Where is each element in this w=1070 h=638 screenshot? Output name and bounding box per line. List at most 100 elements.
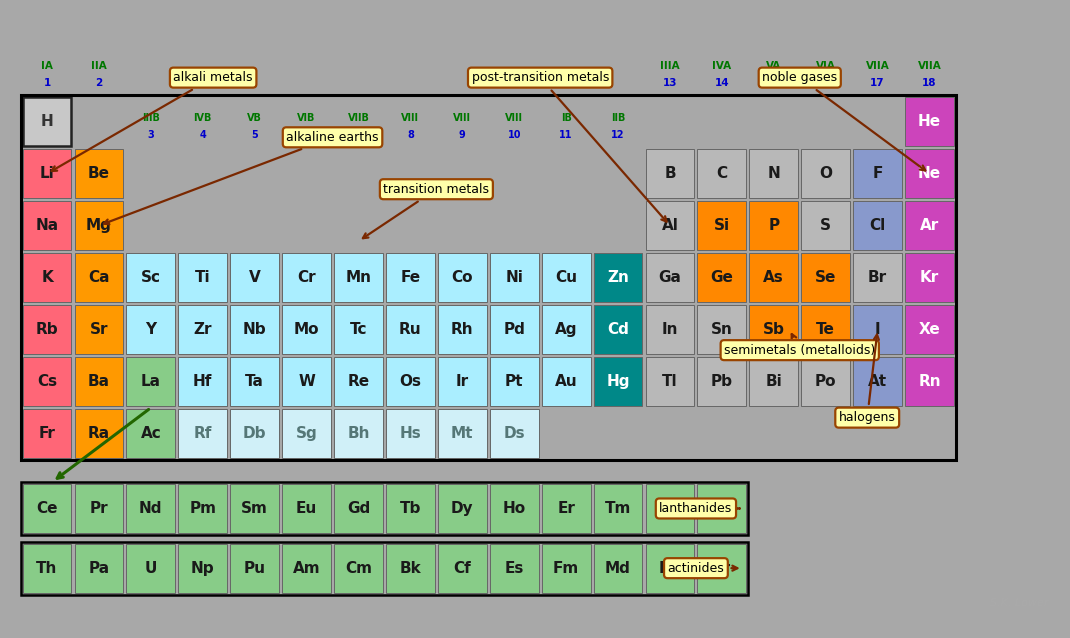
Text: Pa: Pa bbox=[89, 561, 109, 575]
FancyBboxPatch shape bbox=[179, 484, 227, 533]
FancyBboxPatch shape bbox=[698, 149, 746, 198]
FancyBboxPatch shape bbox=[334, 544, 383, 593]
Text: IIIA: IIIA bbox=[660, 61, 679, 71]
Text: Cu: Cu bbox=[555, 270, 577, 285]
Text: Be: Be bbox=[88, 166, 110, 181]
Text: 4: 4 bbox=[199, 130, 207, 140]
FancyBboxPatch shape bbox=[386, 253, 434, 302]
Text: N: N bbox=[767, 166, 780, 181]
Text: Sg: Sg bbox=[295, 426, 318, 441]
Text: Ca: Ca bbox=[88, 270, 110, 285]
FancyBboxPatch shape bbox=[594, 484, 642, 533]
Text: actinides: actinides bbox=[668, 561, 737, 575]
FancyBboxPatch shape bbox=[905, 149, 954, 198]
Text: Pm: Pm bbox=[189, 501, 216, 516]
Text: Cr: Cr bbox=[297, 270, 316, 285]
FancyBboxPatch shape bbox=[749, 201, 798, 250]
Text: Sb: Sb bbox=[763, 322, 784, 337]
Text: Rn: Rn bbox=[918, 374, 941, 389]
FancyBboxPatch shape bbox=[541, 544, 591, 593]
FancyBboxPatch shape bbox=[386, 357, 434, 406]
Text: IB: IB bbox=[561, 113, 571, 123]
Text: Ra: Ra bbox=[88, 426, 110, 441]
FancyBboxPatch shape bbox=[594, 357, 642, 406]
Text: Ru: Ru bbox=[399, 322, 422, 337]
Text: Ar: Ar bbox=[920, 218, 939, 233]
FancyBboxPatch shape bbox=[905, 253, 954, 302]
Text: Sc: Sc bbox=[141, 270, 160, 285]
FancyBboxPatch shape bbox=[645, 484, 694, 533]
FancyBboxPatch shape bbox=[853, 253, 902, 302]
FancyBboxPatch shape bbox=[334, 305, 383, 354]
Text: halogens: halogens bbox=[839, 334, 896, 424]
FancyBboxPatch shape bbox=[282, 484, 331, 533]
FancyBboxPatch shape bbox=[645, 357, 694, 406]
Text: Cf: Cf bbox=[454, 561, 471, 575]
Text: Tb: Tb bbox=[400, 501, 422, 516]
FancyBboxPatch shape bbox=[230, 305, 279, 354]
Text: 1: 1 bbox=[44, 78, 50, 88]
Text: Ga: Ga bbox=[658, 270, 682, 285]
Text: Yb: Yb bbox=[659, 501, 681, 516]
Text: Li: Li bbox=[40, 166, 55, 181]
Text: Tl: Tl bbox=[662, 374, 677, 389]
Text: Re: Re bbox=[348, 374, 369, 389]
FancyBboxPatch shape bbox=[645, 201, 694, 250]
Text: Mt: Mt bbox=[452, 426, 474, 441]
Text: VIII: VIII bbox=[401, 113, 419, 123]
Text: Ac: Ac bbox=[140, 426, 162, 441]
Text: I: I bbox=[875, 322, 881, 337]
FancyBboxPatch shape bbox=[126, 357, 175, 406]
FancyBboxPatch shape bbox=[698, 201, 746, 250]
Text: O: O bbox=[820, 166, 832, 181]
FancyBboxPatch shape bbox=[179, 409, 227, 457]
FancyBboxPatch shape bbox=[22, 357, 72, 406]
Text: Lu: Lu bbox=[712, 501, 732, 516]
Text: Pu: Pu bbox=[244, 561, 265, 575]
Text: Er: Er bbox=[557, 501, 575, 516]
Text: S.K. Lower: S.K. Lower bbox=[991, 598, 1049, 609]
FancyBboxPatch shape bbox=[490, 484, 538, 533]
FancyBboxPatch shape bbox=[594, 544, 642, 593]
FancyBboxPatch shape bbox=[541, 253, 591, 302]
Text: Au: Au bbox=[555, 374, 578, 389]
Text: IA: IA bbox=[41, 61, 54, 71]
Text: Ta: Ta bbox=[245, 374, 264, 389]
FancyBboxPatch shape bbox=[179, 305, 227, 354]
FancyBboxPatch shape bbox=[22, 253, 72, 302]
Text: Ce: Ce bbox=[36, 501, 58, 516]
Text: Kr: Kr bbox=[920, 270, 939, 285]
Text: Ir: Ir bbox=[456, 374, 469, 389]
Text: Se: Se bbox=[815, 270, 837, 285]
FancyBboxPatch shape bbox=[801, 201, 850, 250]
FancyBboxPatch shape bbox=[282, 544, 331, 593]
FancyBboxPatch shape bbox=[801, 149, 850, 198]
FancyBboxPatch shape bbox=[334, 484, 383, 533]
FancyBboxPatch shape bbox=[179, 357, 227, 406]
FancyBboxPatch shape bbox=[905, 98, 954, 146]
FancyBboxPatch shape bbox=[438, 544, 487, 593]
FancyBboxPatch shape bbox=[438, 484, 487, 533]
FancyBboxPatch shape bbox=[541, 305, 591, 354]
Text: Sr: Sr bbox=[90, 322, 108, 337]
Text: Ho: Ho bbox=[503, 501, 525, 516]
FancyBboxPatch shape bbox=[126, 409, 175, 457]
FancyBboxPatch shape bbox=[230, 253, 279, 302]
FancyBboxPatch shape bbox=[490, 357, 538, 406]
FancyBboxPatch shape bbox=[282, 305, 331, 354]
Text: VIA: VIA bbox=[815, 61, 836, 71]
Text: lanthanides: lanthanides bbox=[659, 502, 739, 515]
Text: alkali metals: alkali metals bbox=[51, 71, 253, 171]
Text: IVB: IVB bbox=[194, 113, 212, 123]
Text: Hs: Hs bbox=[399, 426, 422, 441]
FancyBboxPatch shape bbox=[645, 544, 694, 593]
Text: 12: 12 bbox=[611, 130, 625, 140]
Text: Fe: Fe bbox=[400, 270, 421, 285]
Text: 3: 3 bbox=[148, 130, 154, 140]
Text: Pb: Pb bbox=[710, 374, 733, 389]
FancyBboxPatch shape bbox=[645, 305, 694, 354]
FancyBboxPatch shape bbox=[386, 484, 434, 533]
Text: Tc: Tc bbox=[350, 322, 367, 337]
Text: Al: Al bbox=[661, 218, 678, 233]
FancyBboxPatch shape bbox=[386, 544, 434, 593]
